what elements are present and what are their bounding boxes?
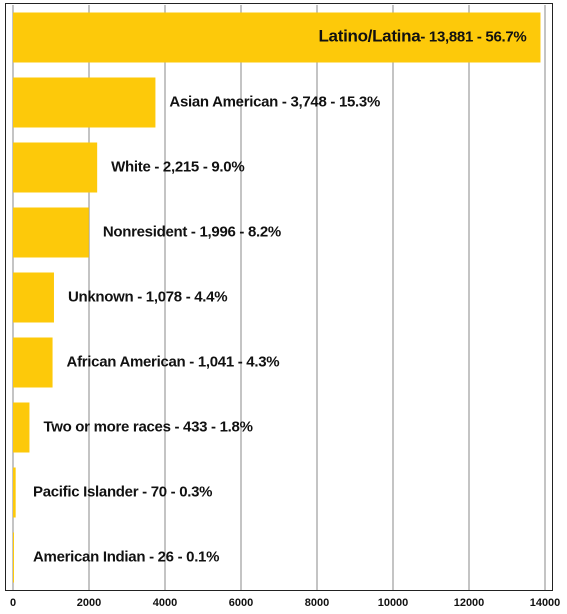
bar-label: African American - 1,041 - 4.3% xyxy=(67,353,280,370)
bar xyxy=(13,337,53,388)
x-tick-label: 12000 xyxy=(454,597,485,609)
x-tick-label: 4000 xyxy=(153,597,177,609)
value-label: - 13,881 - 56.7% xyxy=(420,28,526,45)
category-name: American Indian xyxy=(33,548,145,565)
x-tick-label: 6000 xyxy=(229,597,253,609)
value-label: - 1,041 - 4.3% xyxy=(185,353,279,370)
bar-label: Nonresident - 1,996 - 8.2% xyxy=(103,223,281,240)
bar xyxy=(13,77,156,128)
value-label: - 26 - 0.1% xyxy=(145,548,219,565)
bar-label: Two or more races - 433 - 1.8% xyxy=(43,418,252,435)
category-name: African American xyxy=(67,353,186,370)
x-tick-label: 10000 xyxy=(378,597,409,609)
bar xyxy=(13,402,30,453)
x-tick-label: 14000 xyxy=(530,597,561,609)
bar-label: American Indian - 26 - 0.1% xyxy=(33,548,219,565)
x-tick-label: 2000 xyxy=(77,597,101,609)
category-name: Unknown xyxy=(68,288,134,305)
x-tick-label: 8000 xyxy=(305,597,329,609)
plot-frame xyxy=(5,3,553,591)
bar-label: Latino/Latina- 13,881 - 56.7% xyxy=(318,27,526,46)
bar xyxy=(13,467,16,518)
value-label: - 70 - 0.3% xyxy=(138,483,212,500)
bar-label: Unknown - 1,078 - 4.4% xyxy=(68,288,227,305)
bar xyxy=(13,532,14,583)
category-name: Two or more races xyxy=(43,418,170,435)
value-label: - 433 - 1.8% xyxy=(171,418,253,435)
category-name: Nonresident xyxy=(103,223,188,240)
category-name: Asian American xyxy=(169,93,278,110)
category-name: White xyxy=(111,158,150,175)
bar xyxy=(13,207,89,258)
value-label: - 1,996 - 8.2% xyxy=(187,223,281,240)
value-label: - 1,078 - 4.4% xyxy=(133,288,227,305)
category-name: Latino/Latina xyxy=(318,27,421,46)
bar-label: White - 2,215 - 9.0% xyxy=(111,158,244,175)
bar-label: Pacific Islander - 70 - 0.3% xyxy=(33,483,212,500)
category-name: Pacific Islander xyxy=(33,483,139,500)
value-label: - 3,748 - 15.3% xyxy=(278,93,380,110)
x-tick-label: 0 xyxy=(10,597,16,609)
value-label: - 2,215 - 9.0% xyxy=(150,158,244,175)
bar xyxy=(13,272,54,323)
bar xyxy=(13,12,541,63)
bar xyxy=(13,142,98,193)
bar-label: Asian American - 3,748 - 15.3% xyxy=(169,93,380,110)
